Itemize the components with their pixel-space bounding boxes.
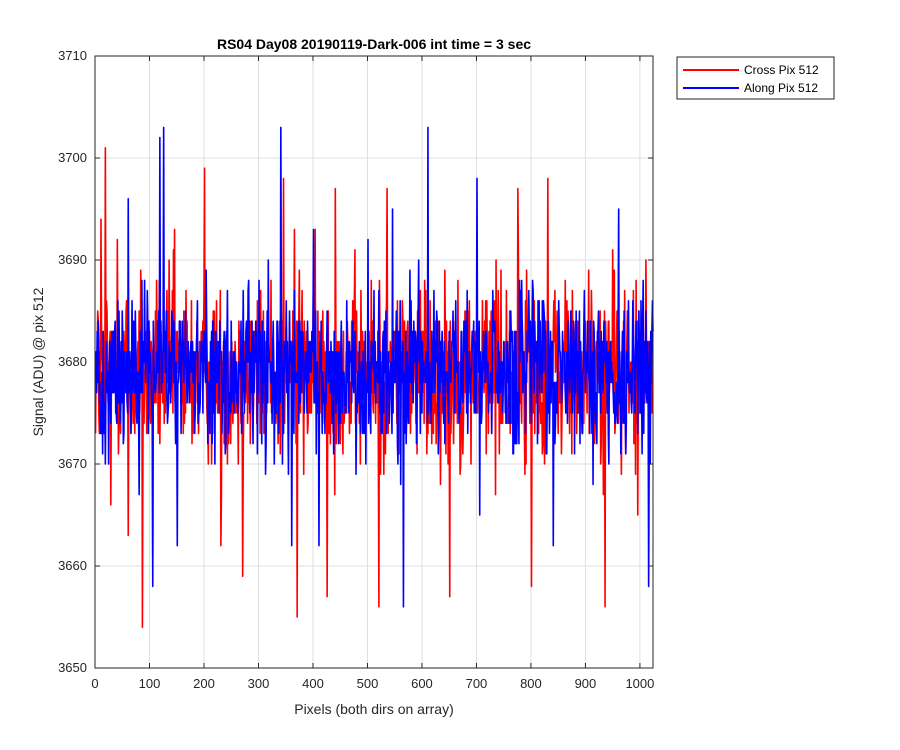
y-tick-label: 3670 <box>58 456 87 471</box>
x-tick-label: 100 <box>139 676 161 691</box>
legend-label-cross: Cross Pix 512 <box>744 63 819 77</box>
y-tick-label: 3700 <box>58 150 87 165</box>
y-tick-label: 3650 <box>58 660 87 675</box>
x-tick-label: 700 <box>466 676 488 691</box>
y-tick-label: 3690 <box>58 252 87 267</box>
x-tick-label: 800 <box>520 676 542 691</box>
y-axis-label: Signal (ADU) @ pix 512 <box>30 287 46 436</box>
x-axis-label: Pixels (both dirs on array) <box>294 701 454 717</box>
x-tick-label: 900 <box>575 676 597 691</box>
y-tick-label: 3660 <box>58 558 87 573</box>
legend-box <box>676 56 835 100</box>
x-tick-label: 0 <box>91 676 98 691</box>
x-tick-label: 500 <box>357 676 379 691</box>
series-layer <box>94 126 654 628</box>
y-tick-label: 3710 <box>58 48 87 63</box>
chart-title: RS04 Day08 20190119-Dark-006 int time = … <box>217 36 531 52</box>
series-line-along-pix <box>94 126 654 608</box>
x-tick-label: 1000 <box>625 676 654 691</box>
x-tick-label: 200 <box>193 676 215 691</box>
x-tick-label: 300 <box>248 676 270 691</box>
axis-ticks: 0 100 200 300 400 500 600 700 800 900 1000 3650 3660… <box>58 48 654 691</box>
legend: Cross Pix 512 Along Pix 512 <box>676 56 835 100</box>
x-tick-label: 400 <box>302 676 324 691</box>
legend-label-along: Along Pix 512 <box>744 81 818 95</box>
y-tick-label: 3680 <box>58 354 87 369</box>
x-tick-label: 600 <box>411 676 433 691</box>
